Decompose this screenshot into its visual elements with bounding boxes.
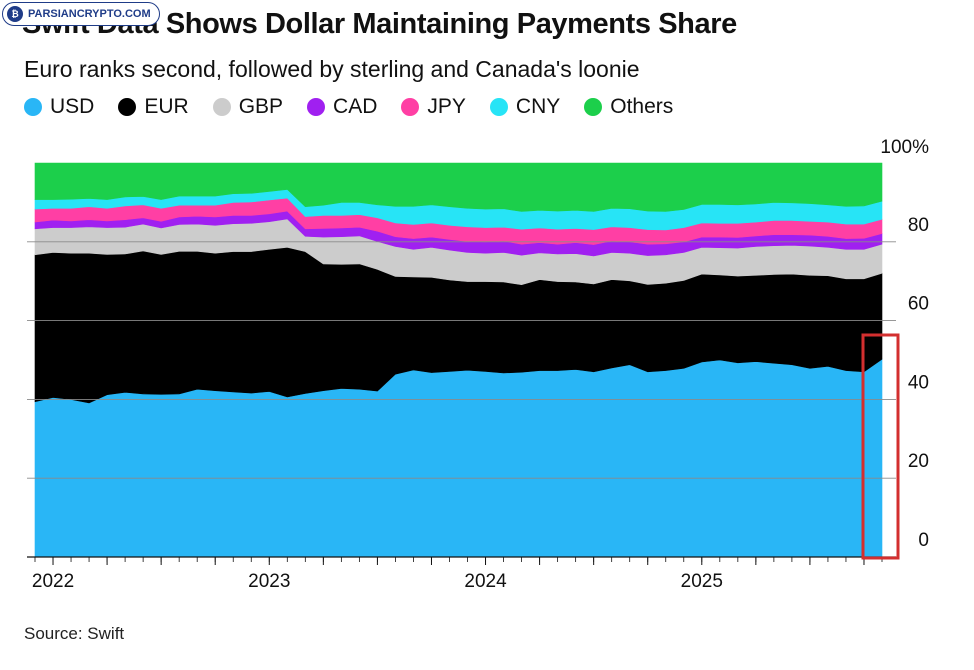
legend-item-jpy: JPY [401,95,466,119]
y-tick-label: 60 [908,294,929,315]
legend-label: CAD [333,95,378,118]
legend-item-eur: EUR [118,95,189,119]
legend-item-cad: CAD [307,95,377,119]
y-tick-label: 40 [908,372,929,393]
chart-source: Source: Swift [24,624,125,643]
legend-swatch [212,98,231,116]
legend-swatch [118,98,137,116]
highlight-box [861,333,900,560]
legend-item-others: Others [584,95,673,119]
x-tick-label: 2025 [681,571,723,592]
legend-item-usd: USD [24,95,94,119]
legend-label: Others [610,95,674,118]
legend-swatch [584,98,603,116]
legend-label: JPY [427,95,466,118]
y-tick-label: 20 [908,451,929,472]
watermark-badge: ₿ PARSIANCRYPTO.COM [2,2,160,26]
bitcoin-logo-icon: ₿ [7,6,23,22]
chart-legend: USD EUR GBP CAD JPY CNY Others [24,95,673,119]
legend-label: CNY [515,95,561,118]
y-tick-label: 0 [918,530,929,551]
legend-swatch [307,98,326,116]
legend-item-gbp: GBP [212,95,284,119]
legend-swatch [24,98,42,116]
watermark-text: PARSIANCRYPTO.COM [28,8,151,20]
x-tick-label: 2023 [248,571,290,592]
y-tick-label: 80 [908,215,929,236]
legend-label: EUR [144,95,189,118]
area-others [34,162,883,212]
legend-item-cny: CNY [489,95,561,119]
x-tick-label: 2024 [464,571,507,592]
legend-swatch [401,98,420,116]
y-tick-label: 100% [880,137,929,158]
chart-subtitle: Euro ranks second, followed by sterling … [24,56,640,82]
legend-swatch [489,98,508,116]
legend-label: GBP [238,95,284,118]
x-tick-label: 2022 [32,571,74,592]
legend-label: USD [50,95,95,118]
